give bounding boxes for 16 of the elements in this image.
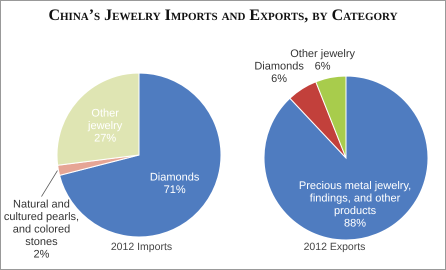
data-label: 6%: [314, 60, 331, 73]
slice-label: Other jewelry: [87, 108, 123, 132]
slice-label: Diamonds: [254, 60, 304, 73]
data-label: 71%: [164, 184, 186, 196]
text: 2012 Imports: [110, 241, 172, 253]
slice-label: Other jewelry: [290, 48, 356, 60]
data-label: 6%: [271, 73, 288, 86]
pie-slice: [264, 76, 428, 240]
slice-label: Natural and cultured pearls, and colored stones: [4, 198, 80, 248]
chart-title: China’s Jewelry Imports and Exports, by Category: [47, 7, 399, 25]
slice-label: Precious metal jewelry, findings, and other products: [298, 180, 412, 217]
data-label: 88%: [344, 217, 366, 230]
data-label: 2%: [34, 248, 50, 261]
text: 2012 Exports: [302, 241, 366, 253]
data-label: 27%: [94, 132, 116, 145]
slice-label: Diamonds: [150, 171, 200, 184]
